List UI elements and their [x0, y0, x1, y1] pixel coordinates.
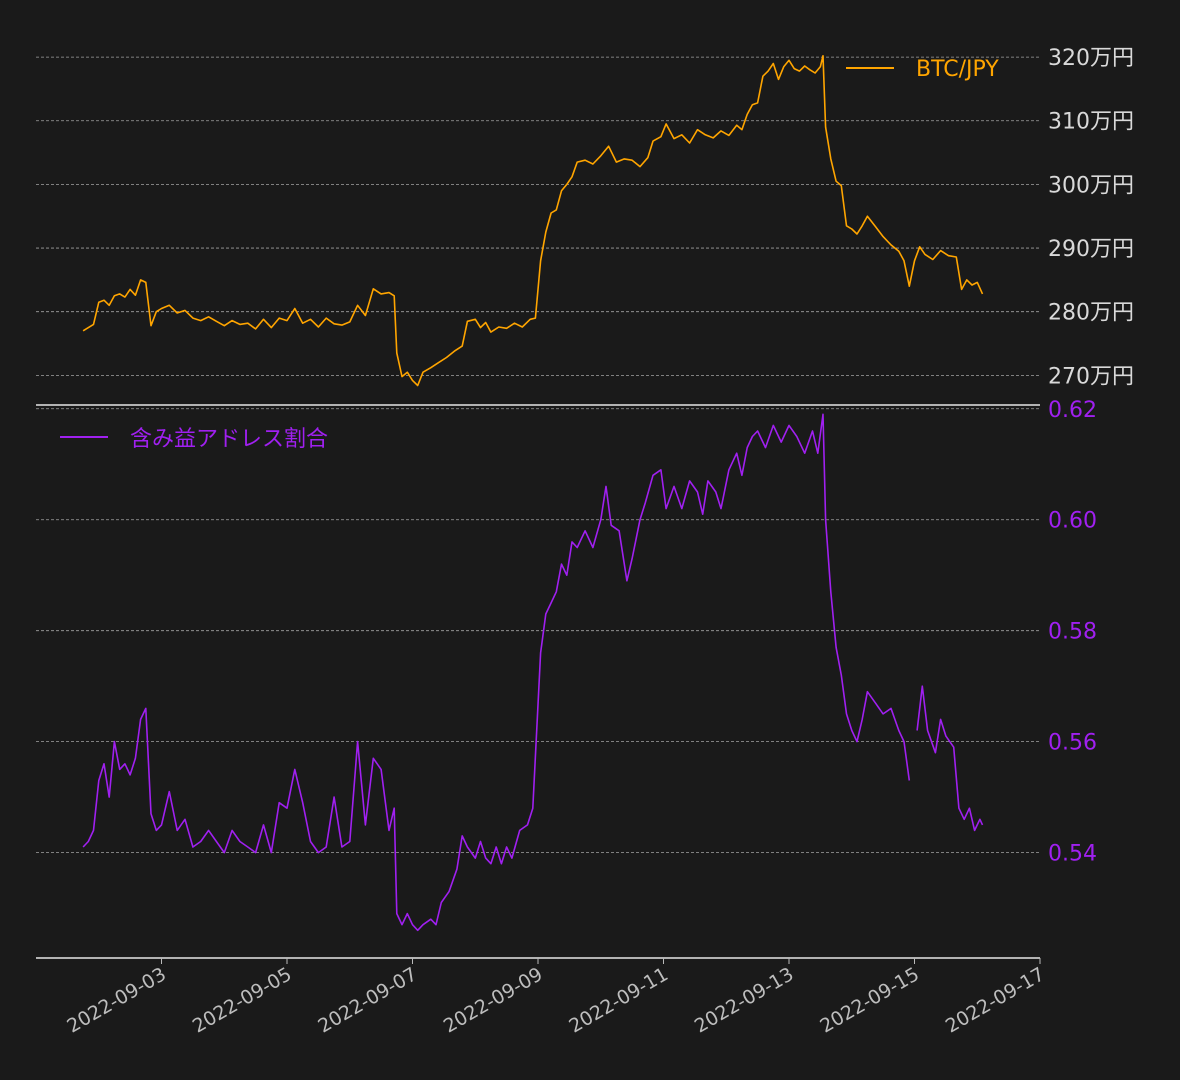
top-y-tick-label: 310万円 [1048, 110, 1134, 135]
bottom-y-tick-label: 0.58 [1048, 620, 1097, 645]
top-y-tick-labels: 270万円 280万円 290万円 300万円 310万円 320万円 [1048, 46, 1134, 389]
top-legend-label: BTC/JPY [916, 57, 999, 82]
top-y-tick-label: 320万円 [1048, 46, 1134, 71]
bottom-y-tick-label: 0.54 [1048, 842, 1097, 867]
btc-jpy-series [82, 55, 984, 387]
bottom-grid [36, 408, 1040, 853]
profit-address-series [82, 413, 984, 932]
bottom-legend: 含み益アドレス割合 [60, 427, 328, 452]
top-y-tick-label: 270万円 [1048, 364, 1134, 389]
bottom-y-tick-label: 0.56 [1048, 731, 1097, 756]
btc-jpy-panel: 270万円 280万円 290万円 300万円 310万円 320万円 BTC/JPY [36, 46, 1134, 389]
bottom-y-tick-label: 0.60 [1048, 509, 1097, 534]
top-y-tick-label: 300万円 [1048, 173, 1134, 198]
bottom-y-tick-labels: 0.54 0.56 0.58 0.60 0.62 [1048, 398, 1097, 867]
top-legend: BTC/JPY [846, 57, 999, 82]
top-series-line [82, 55, 984, 387]
profit-address-panel: 0.54 0.56 0.58 0.60 0.62 含み益アドレス割合 [36, 398, 1097, 932]
top-grid [36, 56, 1040, 376]
top-y-tick-label: 280万円 [1048, 301, 1134, 326]
bottom-series-line [916, 685, 984, 832]
bottom-y-tick-label: 0.62 [1048, 398, 1097, 423]
bottom-legend-label: 含み益アドレス割合 [130, 427, 328, 452]
top-y-tick-label: 290万円 [1048, 237, 1134, 262]
bottom-series-line [82, 413, 911, 932]
